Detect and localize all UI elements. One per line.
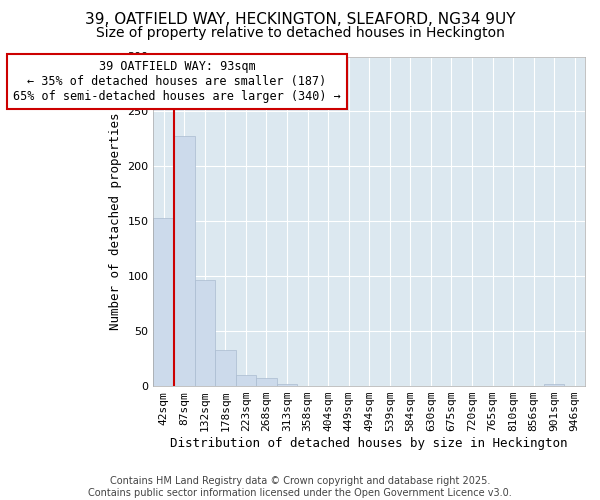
Bar: [544, 384, 565, 386]
Text: 39, OATFIELD WAY, HECKINGTON, SLEAFORD, NG34 9UY: 39, OATFIELD WAY, HECKINGTON, SLEAFORD, …: [85, 12, 515, 28]
Bar: [256, 378, 277, 386]
Bar: [215, 350, 236, 386]
Bar: [174, 136, 194, 386]
Bar: [236, 375, 256, 386]
Text: Contains HM Land Registry data © Crown copyright and database right 2025.
Contai: Contains HM Land Registry data © Crown c…: [88, 476, 512, 498]
Bar: [277, 384, 297, 386]
Bar: [154, 218, 174, 386]
Bar: [194, 280, 215, 386]
Text: 39 OATFIELD WAY: 93sqm
← 35% of detached houses are smaller (187)
65% of semi-de: 39 OATFIELD WAY: 93sqm ← 35% of detached…: [13, 60, 341, 103]
Text: Size of property relative to detached houses in Heckington: Size of property relative to detached ho…: [95, 26, 505, 40]
X-axis label: Distribution of detached houses by size in Heckington: Distribution of detached houses by size …: [170, 437, 568, 450]
Y-axis label: Number of detached properties: Number of detached properties: [109, 112, 122, 330]
